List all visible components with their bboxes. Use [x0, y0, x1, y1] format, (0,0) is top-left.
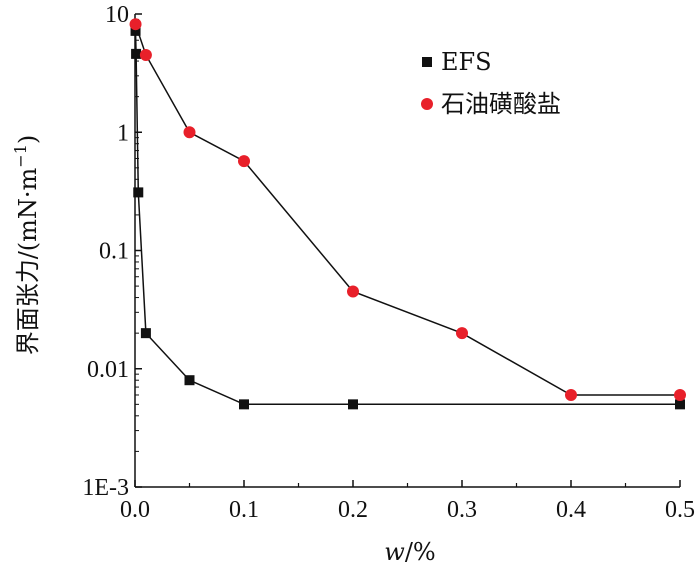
data-point: [130, 25, 141, 36]
data-point: [129, 18, 142, 31]
data-point: [133, 187, 144, 198]
legend: EFS 石油磺酸盐: [421, 48, 561, 118]
x-axis-title: w/%: [384, 538, 435, 566]
data-point: [565, 388, 577, 401]
legend-marker-circle: [421, 98, 433, 110]
data-point: [139, 49, 152, 62]
data-point: [238, 155, 250, 168]
y-tick-label: 0.1: [99, 239, 129, 265]
data-point: [347, 285, 359, 298]
y-axis-title-sup: −1: [11, 144, 30, 168]
legend-label: 石油磺酸盐: [441, 90, 561, 118]
x-tick-label: 0.1: [229, 497, 259, 523]
y-tick-label: 0.01: [87, 357, 129, 383]
axes: 0.0 0.1 0.2 0.3 0.4 0.5 1E-3 0.01 0.1 1 10: [82, 2, 695, 523]
data-point: [140, 328, 151, 339]
y-axis-title-main: 界面张力/(mN·m: [14, 167, 42, 355]
y-axis-title: 界面张力/(mN·m−1): [11, 135, 42, 356]
data-point: [348, 399, 358, 410]
series-line: [134, 23, 680, 396]
x-tick-label: 0.3: [447, 497, 477, 523]
x-tick-label: 0.4: [556, 497, 586, 523]
data-point: [456, 327, 468, 340]
x-tick-label: 0.5: [665, 497, 695, 523]
data-point: [183, 126, 196, 139]
series-1: [130, 25, 685, 410]
data-point: [184, 375, 195, 386]
series-2: [129, 18, 686, 401]
y-tick-label: 10: [105, 2, 129, 28]
x-axis-unit: /%: [405, 538, 436, 566]
y-tick-label: 1E-3: [82, 475, 129, 501]
y-tick-label: 1: [117, 120, 129, 146]
data-point: [131, 48, 142, 59]
x-axis-var: w: [384, 538, 405, 566]
series-line: [134, 30, 680, 406]
x-tick-label: 0.0: [120, 497, 150, 523]
series-layer: [129, 18, 686, 410]
x-tick-label: 0.2: [338, 497, 368, 523]
data-point: [674, 388, 686, 401]
data-point: [675, 399, 685, 410]
legend-marker-square: [422, 57, 432, 67]
y-axis-title-close: ): [14, 135, 42, 144]
legend-label: EFS: [441, 48, 492, 76]
data-point: [239, 399, 249, 410]
